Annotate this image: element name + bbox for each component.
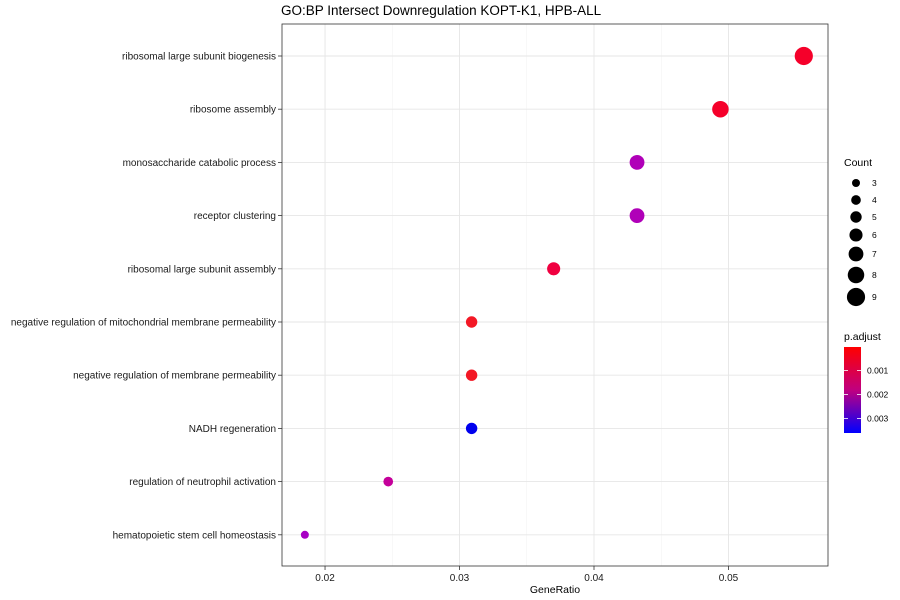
data-point xyxy=(465,422,478,435)
y-tick-label: regulation of neutrophil activation xyxy=(129,477,276,488)
legend-count-swatch xyxy=(850,211,862,223)
x-tick-label: 0.02 xyxy=(315,573,335,584)
chart-title: GO:BP Intersect Downregulation KOPT-K1, … xyxy=(281,3,602,18)
x-tick-label: 0.05 xyxy=(719,573,739,584)
legend-count-title: Count xyxy=(844,157,872,169)
legend-count-swatch xyxy=(849,228,863,242)
y-tick-label: monosaccharide catabolic process xyxy=(123,158,276,169)
legend-color-label: 0.002 xyxy=(867,390,889,400)
legend-count-swatch xyxy=(851,195,861,205)
y-tick-label: negative regulation of mitochondrial mem… xyxy=(11,318,276,329)
y-tick-label: receptor clustering xyxy=(194,211,276,222)
plot-panel xyxy=(282,24,828,566)
data-point xyxy=(383,476,394,487)
legend-count-swatch xyxy=(852,179,860,187)
legend-count-label: 5 xyxy=(872,212,877,222)
data-points xyxy=(300,46,813,539)
legend-color-label: 0.001 xyxy=(867,366,889,376)
data-point xyxy=(465,316,478,328)
legend-color-bar xyxy=(844,347,861,433)
data-point xyxy=(794,46,813,66)
data-point xyxy=(712,100,729,118)
legend-count-label: 7 xyxy=(872,249,877,259)
legend-count-swatch xyxy=(846,287,866,307)
data-point xyxy=(465,369,478,381)
legend-count-label: 3 xyxy=(872,178,877,188)
x-tick-label: 0.04 xyxy=(584,573,604,584)
legend-count-label: 8 xyxy=(872,270,877,280)
legend-count-swatch xyxy=(847,266,865,284)
y-tick-label: ribosomal large subunit assembly xyxy=(128,264,276,275)
data-point xyxy=(300,530,309,539)
legend-count-label: 4 xyxy=(872,195,877,205)
legend-padjust: 0.001 0.002 0.003 xyxy=(844,366,889,424)
legend-padjust-title: p.adjust xyxy=(844,331,881,343)
x-tick-label: 0.03 xyxy=(450,573,470,584)
data-point xyxy=(547,262,561,276)
grid-lines xyxy=(282,24,828,566)
y-tick-label: negative regulation of membrane permeabi… xyxy=(73,371,276,382)
legend-count-label: 6 xyxy=(872,230,877,240)
legend-count: 3 4 5 6 7 8 9 xyxy=(846,178,877,307)
y-tick-label: ribosomal large subunit biogenesis xyxy=(122,52,276,63)
y-axis-labels: ribosomal large subunit biogenesis riboso… xyxy=(11,52,282,541)
legend-color-label: 0.003 xyxy=(867,414,889,424)
data-point xyxy=(629,208,645,224)
y-tick-label: hematopoietic stem cell homeostasis xyxy=(113,530,276,541)
x-axis-ticks: 0.02 0.03 0.04 0.05 xyxy=(315,566,739,584)
plot-border xyxy=(281,23,829,567)
legend-count-swatch xyxy=(848,246,864,262)
x-axis-title: GeneRatio xyxy=(530,584,580,596)
legend-count-label: 9 xyxy=(872,292,877,302)
y-tick-label: NADH regeneration xyxy=(189,424,276,435)
y-tick-label: ribosome assembly xyxy=(190,105,276,116)
data-point xyxy=(629,155,645,170)
